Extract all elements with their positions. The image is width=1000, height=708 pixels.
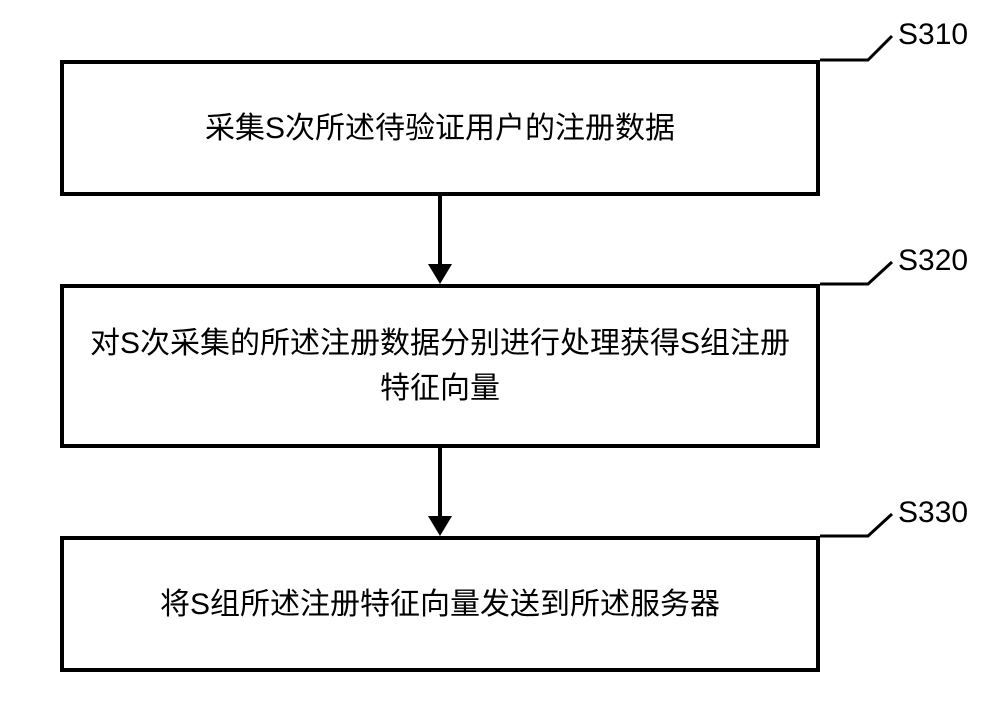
flow-arrow-2-3 — [426, 434, 454, 550]
callout-line-s330 — [818, 512, 894, 538]
flowchart-canvas: 采集S次所述待验证用户的注册数据 S310 对S次采集的所述注册数据分别进行处理… — [0, 0, 1000, 708]
flow-node-s330: 将S组所述注册特征向量发送到所述服务器 — [60, 536, 820, 672]
flow-node-s320-text: 对S次采集的所述注册数据分别进行处理获得S组注册特征向量 — [64, 321, 816, 411]
flow-node-s330-text: 将S组所述注册特征向量发送到所述服务器 — [142, 582, 738, 627]
step-label-s310: S310 — [898, 18, 968, 52]
callout-line-s310 — [818, 34, 894, 62]
callout-line-s320 — [818, 260, 894, 286]
flow-node-s310: 采集S次所述待验证用户的注册数据 — [60, 60, 820, 196]
flow-node-s320: 对S次采集的所述注册数据分别进行处理获得S组注册特征向量 — [60, 284, 820, 448]
flow-arrow-1-2 — [426, 182, 454, 298]
flow-node-s310-text: 采集S次所述待验证用户的注册数据 — [187, 106, 693, 151]
step-label-s330: S330 — [898, 496, 968, 530]
step-label-s320: S320 — [898, 244, 968, 278]
